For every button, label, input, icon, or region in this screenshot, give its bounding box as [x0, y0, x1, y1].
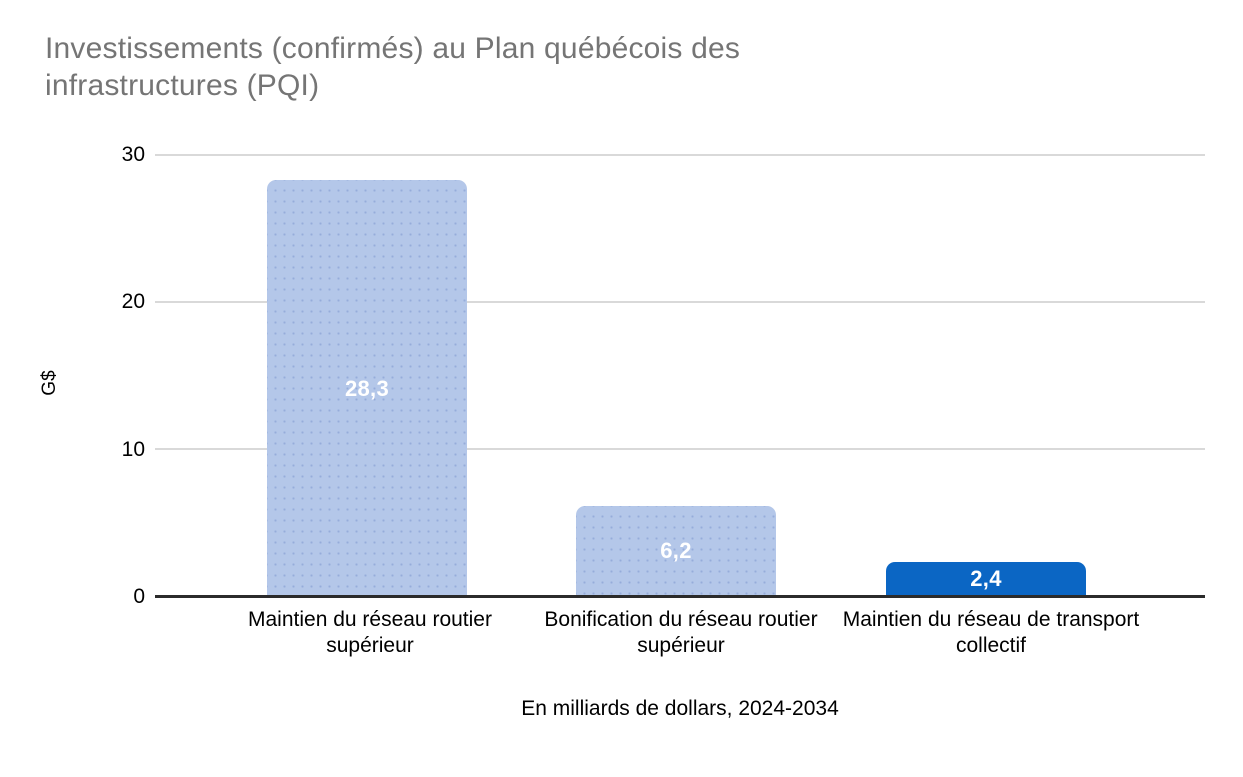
- chart-title-line2: infrastructures (PQI): [45, 69, 320, 102]
- bar-maintien-transport-collectif: 2,4: [886, 561, 1086, 597]
- bar-bonification-reseau-routier: 6,2: [576, 505, 776, 597]
- bar-maintien-reseau-routier: 28,3: [267, 180, 467, 597]
- x-axis-baseline: [155, 595, 1205, 598]
- plot-area: 28,3 6,2 2,4: [155, 154, 1205, 598]
- x-axis-subtitle: En milliards de dollars, 2024-2034: [521, 697, 839, 720]
- gridline-10: [155, 448, 1205, 450]
- x-category-label: Maintien du réseau routier supérieur: [248, 608, 492, 657]
- bar-value-label: 28,3: [344, 375, 390, 401]
- x-category-label: Bonification du réseau routier supérieur: [544, 608, 818, 657]
- y-axis-title: G$: [39, 370, 60, 396]
- chart-title-line1: Investissements (confirmés) au Plan québ…: [45, 32, 741, 65]
- bar-value-label: 6,2: [660, 538, 692, 564]
- y-tick-0: 0: [133, 585, 145, 608]
- gridline-30: [155, 154, 1205, 156]
- y-tick-20: 20: [121, 290, 145, 313]
- y-tick-30: 30: [121, 143, 145, 166]
- x-category-label: Maintien du réseau de transport collecti…: [842, 608, 1140, 657]
- bar-value-label: 2,4: [970, 566, 1002, 592]
- chart-title: Investissements (confirmés) au Plan québ…: [45, 30, 740, 104]
- gridline-20: [155, 301, 1205, 303]
- y-tick-10: 10: [121, 438, 145, 461]
